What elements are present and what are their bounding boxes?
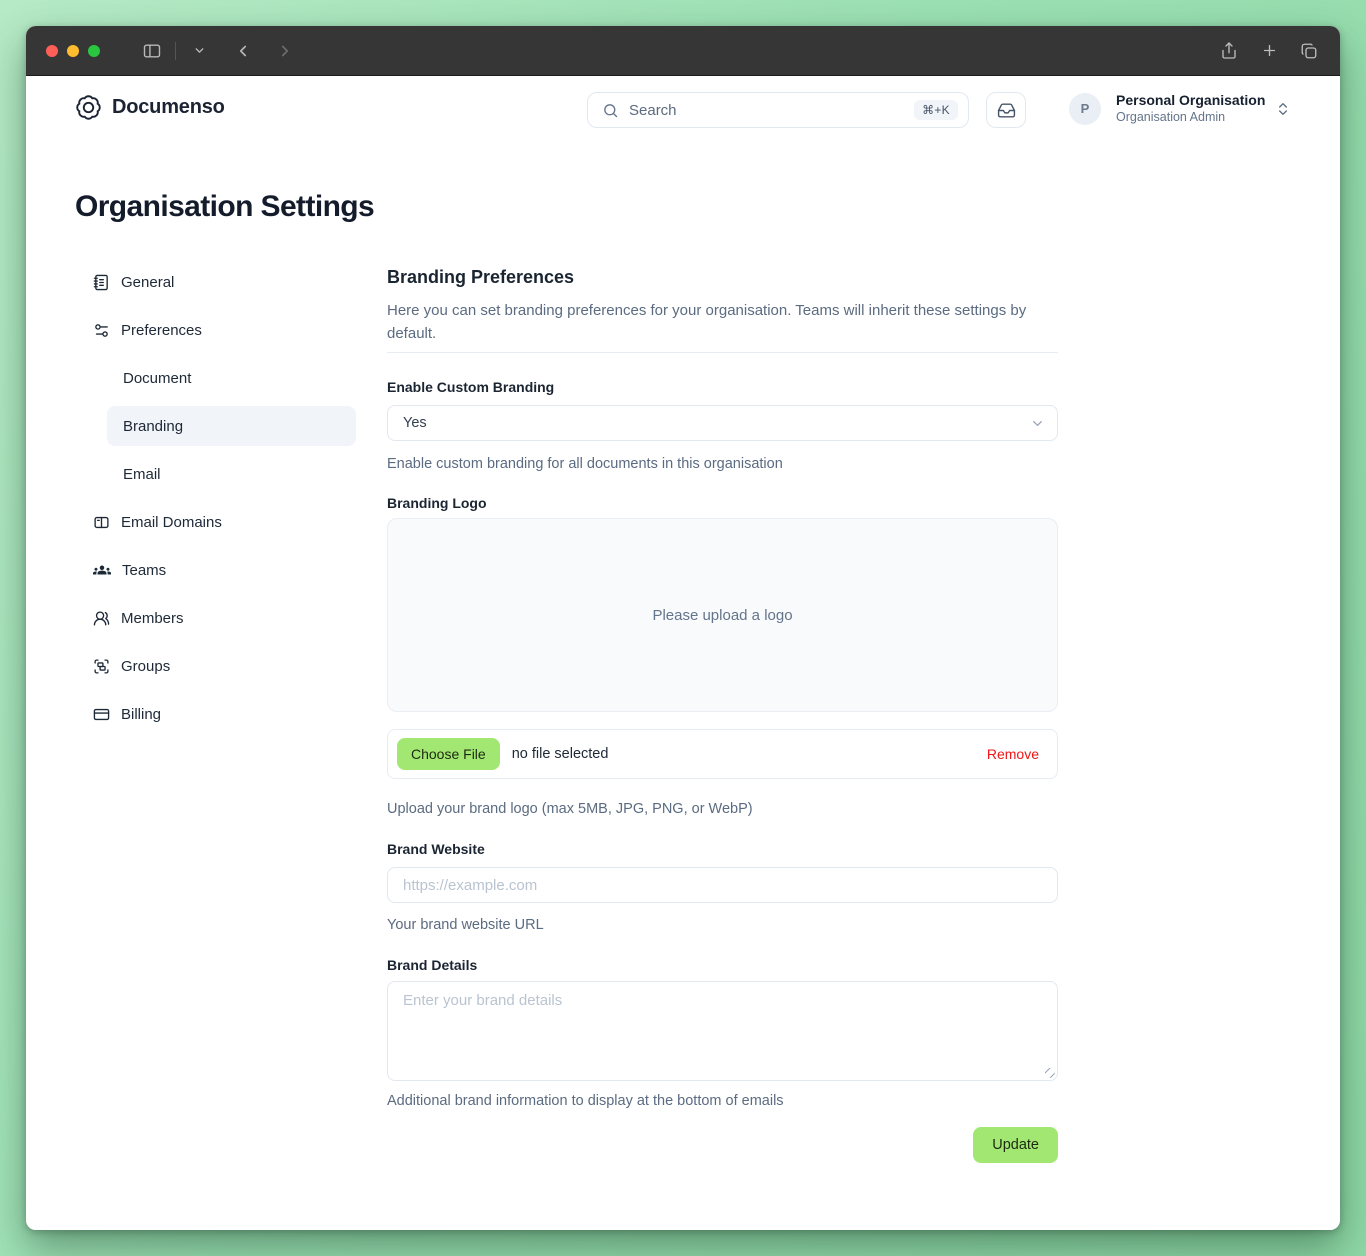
account-name: Personal Organisation [1116,92,1266,108]
new-tab-icon[interactable] [1254,36,1284,66]
page-content: Documenso Search ⌘+K P Personal Organisa… [26,76,1340,1230]
search-input[interactable]: Search ⌘+K [587,92,969,128]
brand-website-helper: Your brand website URL [387,917,544,933]
settings-sidebar: General Preferences Document Branding Em… [75,258,356,738]
sidebar-item-billing[interactable]: Billing [75,690,356,738]
brand-details-helper: Additional brand information to display … [387,1093,784,1109]
brand-website-input[interactable] [387,867,1058,903]
branding-preferences-panel: Branding Preferences Here you can set br… [387,266,1058,1163]
inbox-icon [997,101,1016,120]
sidebar-item-label: Document [123,369,192,387]
sidebar-item-document[interactable]: Document [107,354,356,402]
brand-name: Documenso [112,96,225,118]
file-status: no file selected [511,746,609,762]
people-group-icon [93,561,111,579]
sidebar-item-label: Email Domains [121,513,222,531]
zoom-window-button[interactable] [88,44,100,57]
group-icon [93,658,110,675]
sidebar-item-label: General [121,273,175,291]
documenso-logo-icon [75,94,102,121]
search-icon [602,102,619,119]
sidebar-toggle-icon[interactable] [137,36,167,66]
chevron-down-icon[interactable] [184,36,214,66]
close-window-button[interactable] [46,44,58,57]
search-shortcut-badge: ⌘+K [914,100,958,120]
sidebar-item-label: Groups [121,657,171,675]
enable-branding-helper: Enable custom branding for all documents… [387,456,783,472]
section-title: Branding Preferences [387,267,575,287]
enable-branding-select[interactable]: Yes [387,405,1058,441]
branding-logo-label: Branding Logo [387,495,487,511]
brand-website-label: Brand Website [387,841,485,857]
logo-helper: Upload your brand logo (max 5MB, JPG, PN… [387,801,753,817]
forward-button[interactable] [270,36,300,66]
divider [175,41,176,60]
sidebar-item-label: Members [121,609,184,627]
browser-window: Documenso Search ⌘+K P Personal Organisa… [26,26,1340,1230]
traffic-lights [26,44,100,57]
sidebar-item-label: Teams [122,561,167,579]
divider [387,352,1058,353]
sidebar-item-label: Billing [121,705,162,723]
sidebar-item-label: Branding [123,417,184,435]
chevron-down-icon [1030,416,1045,431]
sidebar-item-branding[interactable]: Branding [107,406,356,446]
sidebar-item-teams[interactable]: Teams [75,546,356,594]
credit-card-icon [93,706,110,723]
brand-details-label: Brand Details [387,957,478,973]
search-placeholder: Search [629,101,677,119]
chevrons-up-down-icon [1275,101,1291,117]
select-value: Yes [403,415,427,431]
remove-logo-button[interactable]: Remove [986,746,1039,762]
share-icon[interactable] [1214,36,1244,66]
account-menu[interactable]: P Personal Organisation Organisation Adm… [1069,92,1291,125]
building-icon [93,274,110,291]
browser-titlebar [26,26,1340,76]
sidebar-item-members[interactable]: Members [75,594,356,642]
page-title: Organisation Settings [75,190,375,223]
app-brand[interactable]: Documenso [75,94,225,121]
enable-branding-label: Enable Custom Branding [387,379,555,395]
logo-dropzone[interactable]: Please upload a logo [387,518,1058,712]
back-button[interactable] [228,36,258,66]
sidebar-item-label: Email [123,465,161,483]
sliders-icon [93,322,110,339]
sidebar-item-preferences[interactable]: Preferences [75,306,356,354]
users-icon [93,610,110,627]
brand-details-textarea[interactable] [387,981,1058,1081]
account-role: Organisation Admin [1116,110,1226,124]
sidebar-item-email[interactable]: Email [107,450,356,498]
choose-file-button[interactable]: Choose File [397,738,500,770]
sidebar-item-general[interactable]: General [75,258,356,306]
section-description: Here you can set branding preferences fo… [387,302,1027,342]
book-open-icon [93,514,110,531]
avatar: P [1069,92,1101,125]
sidebar-item-label: Preferences [121,321,202,339]
sidebar-item-groups[interactable]: Groups [75,642,356,690]
logo-file-input: Choose File no file selected Remove [387,729,1058,779]
minimize-window-button[interactable] [67,44,79,57]
inbox-button[interactable] [986,92,1026,128]
update-button[interactable]: Update [973,1127,1058,1163]
tab-overview-icon[interactable] [1294,36,1324,66]
sidebar-item-email-domains[interactable]: Email Domains [75,498,356,546]
dropzone-text: Please upload a logo [652,606,793,624]
